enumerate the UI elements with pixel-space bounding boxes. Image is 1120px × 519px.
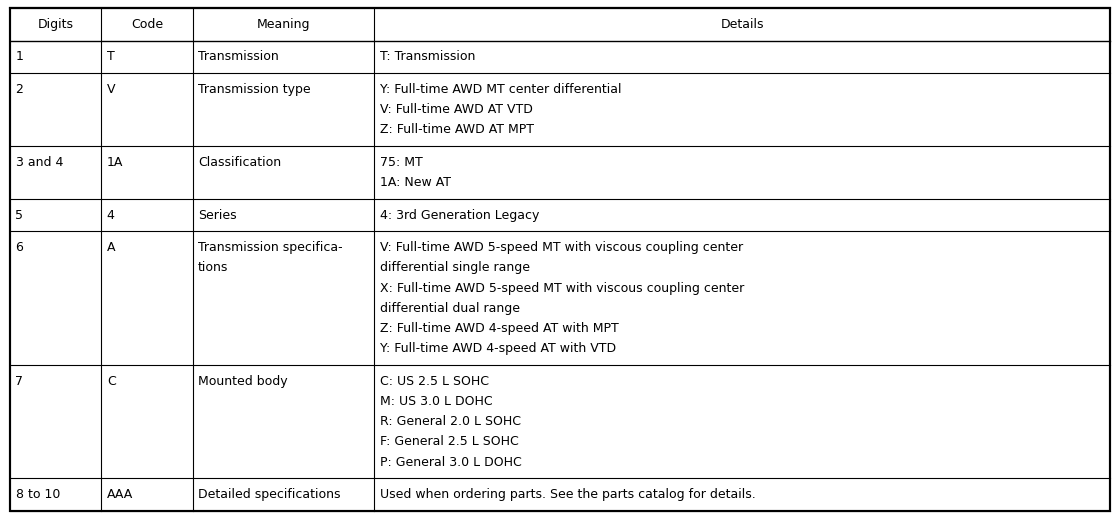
Text: 75: MT: 75: MT (380, 156, 422, 169)
Text: Transmission type: Transmission type (198, 83, 310, 96)
Text: Transmission specifica-: Transmission specifica- (198, 241, 343, 254)
Text: 3 and 4: 3 and 4 (16, 156, 63, 169)
Text: C: US 2.5 L SOHC: C: US 2.5 L SOHC (380, 375, 488, 388)
Text: Details: Details (720, 18, 764, 31)
Text: V: Full-time AWD 5-speed MT with viscous coupling center: V: Full-time AWD 5-speed MT with viscous… (380, 241, 743, 254)
Text: 8 to 10: 8 to 10 (16, 488, 59, 501)
Text: Y: Full-time AWD 4-speed AT with VTD: Y: Full-time AWD 4-speed AT with VTD (380, 342, 616, 355)
Text: T: T (106, 50, 114, 63)
Text: M: US 3.0 L DOHC: M: US 3.0 L DOHC (380, 395, 492, 408)
Text: differential single range: differential single range (380, 261, 530, 275)
Text: 1A: 1A (106, 156, 123, 169)
Text: 7: 7 (16, 375, 24, 388)
Text: T: Transmission: T: Transmission (380, 50, 475, 63)
Text: C: C (106, 375, 115, 388)
Text: Digits: Digits (38, 18, 74, 31)
Text: Mounted body: Mounted body (198, 375, 288, 388)
Text: Transmission: Transmission (198, 50, 279, 63)
Text: 5: 5 (16, 209, 24, 222)
Text: AAA: AAA (106, 488, 133, 501)
Text: 4: 3rd Generation Legacy: 4: 3rd Generation Legacy (380, 209, 539, 222)
Text: V: Full-time AWD AT VTD: V: Full-time AWD AT VTD (380, 103, 532, 116)
Text: Z: Full-time AWD AT MPT: Z: Full-time AWD AT MPT (380, 124, 533, 136)
Text: A: A (106, 241, 115, 254)
Text: Meaning: Meaning (256, 18, 310, 31)
Text: 1: 1 (16, 50, 24, 63)
Text: X: Full-time AWD 5-speed MT with viscous coupling center: X: Full-time AWD 5-speed MT with viscous… (380, 281, 744, 295)
Text: 1A: New AT: 1A: New AT (380, 176, 450, 189)
Text: Code: Code (131, 18, 164, 31)
Text: Y: Full-time AWD MT center differential: Y: Full-time AWD MT center differential (380, 83, 622, 96)
Text: R: General 2.0 L SOHC: R: General 2.0 L SOHC (380, 415, 521, 428)
Text: Classification: Classification (198, 156, 281, 169)
Text: Used when ordering parts. See the parts catalog for details.: Used when ordering parts. See the parts … (380, 488, 755, 501)
Text: V: V (106, 83, 115, 96)
Text: Detailed specifications: Detailed specifications (198, 488, 340, 501)
Text: tions: tions (198, 261, 228, 275)
Text: 6: 6 (16, 241, 24, 254)
Text: F: General 2.5 L SOHC: F: General 2.5 L SOHC (380, 435, 519, 448)
Text: differential dual range: differential dual range (380, 302, 520, 315)
Text: 2: 2 (16, 83, 24, 96)
Text: P: General 3.0 L DOHC: P: General 3.0 L DOHC (380, 456, 521, 469)
Text: 4: 4 (106, 209, 114, 222)
Text: Z: Full-time AWD 4-speed AT with MPT: Z: Full-time AWD 4-speed AT with MPT (380, 322, 618, 335)
Text: Series: Series (198, 209, 236, 222)
